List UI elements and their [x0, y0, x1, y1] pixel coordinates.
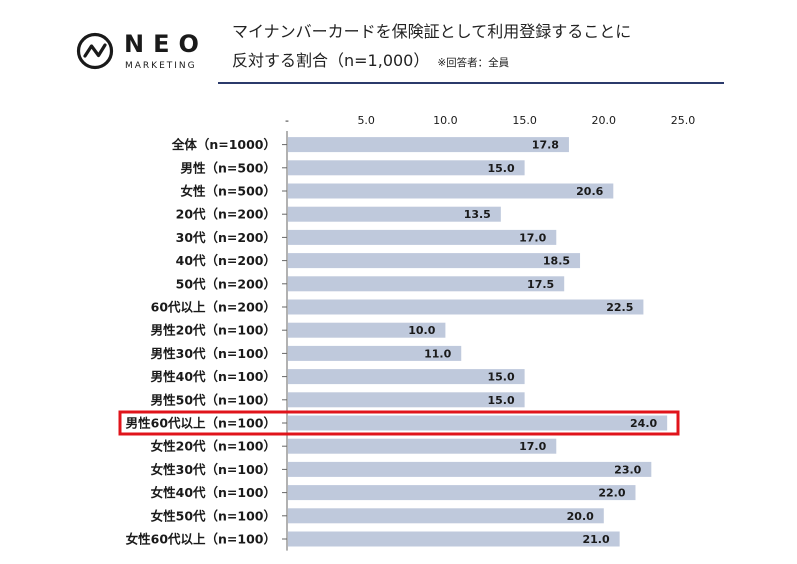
bar	[288, 299, 644, 315]
category-label: 女性20代（n=100）	[151, 439, 276, 454]
bar	[288, 485, 636, 501]
category-label: 男性50代（n=100）	[151, 392, 276, 407]
category-label: 女性（n=500）	[181, 184, 276, 199]
bar	[288, 160, 525, 176]
bar-value-label: 18.5	[543, 255, 570, 268]
category-label: 男性20代（n=100）	[151, 323, 276, 338]
bar-value-label: 23.0	[614, 463, 641, 476]
bar	[288, 438, 557, 454]
x-tick-label: 25.0	[671, 114, 696, 127]
chart-title-line-1: マイナンバーカードを保険証として利用登録することに	[232, 22, 632, 41]
bar-value-label: 17.0	[519, 231, 546, 244]
category-label: 50代（n=200）	[176, 276, 276, 291]
bar	[288, 345, 462, 361]
x-tick-label: 20.0	[592, 114, 617, 127]
logo-subtitle: MARKETING	[125, 61, 197, 71]
category-label: 男性40代（n=100）	[151, 369, 276, 384]
logo-wordmark: NEO	[124, 30, 208, 58]
bar	[288, 415, 668, 431]
highlight-box	[118, 410, 680, 436]
bar	[288, 531, 620, 547]
bar	[288, 253, 581, 269]
bar	[288, 392, 525, 408]
bar-value-label: 20.6	[576, 185, 603, 198]
respondent-note: ※回答者：全員	[437, 57, 510, 69]
category-label: 60代以上（n=200）	[151, 300, 276, 315]
bar	[288, 461, 652, 477]
bar-value-label: 11.0	[424, 347, 451, 360]
bar	[288, 137, 569, 153]
x-tick-label: 5.0	[357, 114, 375, 127]
bar-value-label: 15.0	[487, 371, 514, 384]
x-tick-label: 10.0	[433, 114, 458, 127]
bar-value-label: 24.0	[630, 417, 657, 430]
bar-value-label: 21.0	[582, 533, 609, 546]
category-label: 40代（n=200）	[176, 253, 276, 268]
bar	[288, 508, 604, 524]
category-label: 女性50代（n=100）	[151, 508, 276, 523]
category-label: 男性60代以上（n=100）	[126, 416, 276, 431]
chart-title-line-2: 反対する割合（n=1,000） ※回答者：全員	[232, 47, 509, 71]
bar	[288, 322, 446, 338]
bar	[288, 206, 501, 222]
category-label: 20代（n=200）	[176, 207, 276, 222]
bar-value-label: 17.0	[519, 440, 546, 453]
category-label: 30代（n=200）	[176, 230, 276, 245]
category-label: 女性40代（n=100）	[151, 485, 276, 500]
bar-value-label: 22.0	[598, 487, 625, 500]
bar	[288, 229, 557, 245]
bar	[288, 369, 525, 385]
bar-value-label: 17.8	[532, 139, 559, 152]
category-label: 女性60代以上（n=100）	[126, 532, 276, 547]
bar-value-label: 15.0	[487, 394, 514, 407]
x-tick-label: 15.0	[512, 114, 537, 127]
category-label: 女性30代（n=100）	[151, 462, 276, 477]
bar-value-label: 15.0	[487, 162, 514, 175]
title-underline	[218, 82, 724, 84]
bar	[288, 183, 614, 199]
chart-title-line-2-text: 反対する割合（n=1,000）	[232, 51, 430, 70]
bar-value-label: 22.5	[606, 301, 633, 314]
logo-mark-icon	[76, 32, 114, 70]
neo-marketing-logo: NEO MARKETING	[76, 30, 206, 80]
category-label: 男性（n=500）	[181, 160, 276, 175]
bar	[288, 276, 565, 292]
bar-value-label: 13.5	[464, 208, 491, 221]
bar-value-label: 20.0	[567, 510, 594, 523]
x-tick-label: -	[285, 114, 289, 127]
bar-value-label: 10.0	[408, 324, 435, 337]
bar-value-label: 17.5	[527, 278, 554, 291]
category-label: 男性30代（n=100）	[151, 346, 276, 361]
category-label: 全体（n=1000）	[171, 137, 276, 152]
